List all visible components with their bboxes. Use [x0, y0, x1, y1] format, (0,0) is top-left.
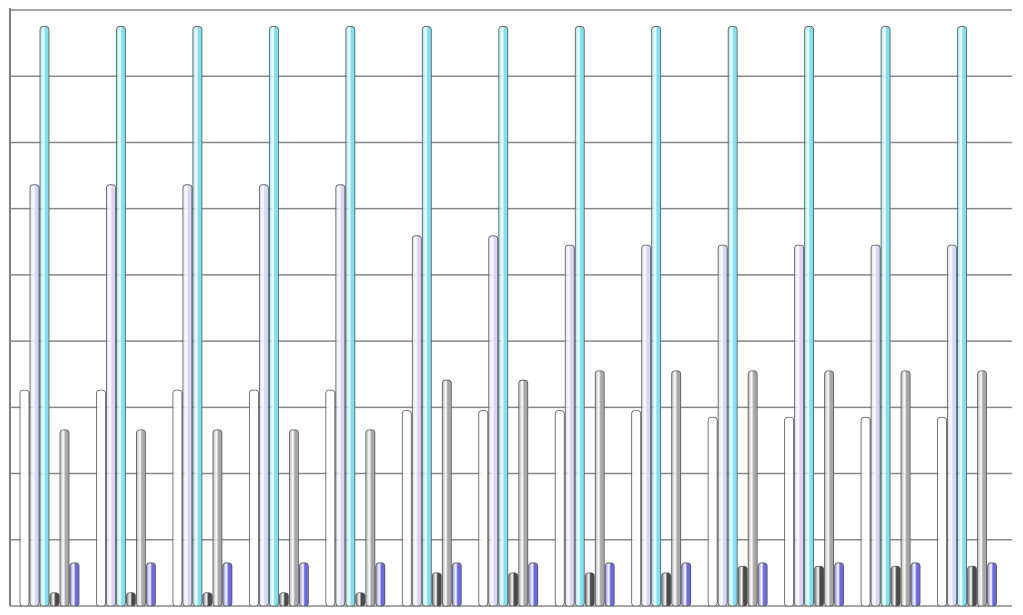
bar: [508, 572, 519, 607]
bar: [594, 370, 605, 607]
bar: [325, 389, 336, 607]
bar: [365, 429, 376, 607]
bar: [59, 429, 70, 607]
bar: [49, 592, 60, 607]
bar: [258, 184, 269, 607]
bar: [671, 370, 682, 607]
bar: [900, 370, 911, 607]
bar: [146, 562, 156, 607]
bar: [126, 592, 136, 607]
bar: [794, 244, 805, 607]
bar: [441, 379, 452, 607]
bar: [727, 26, 738, 607]
bar: [681, 562, 692, 607]
bar: [890, 565, 901, 607]
bar: [355, 592, 366, 607]
bar: [172, 389, 183, 607]
bar: [574, 26, 585, 607]
bar: [747, 370, 758, 607]
bar: [518, 379, 529, 607]
bar: [528, 562, 539, 607]
bar: [947, 244, 957, 607]
bar: [278, 592, 289, 607]
bar: [910, 562, 921, 607]
bar: [248, 389, 259, 607]
bar: [478, 410, 489, 607]
bar: [604, 562, 615, 607]
bar: [834, 562, 845, 607]
bar: [784, 416, 795, 607]
bar: [880, 26, 891, 607]
bar: [335, 184, 346, 607]
bar: [631, 410, 642, 607]
bar: [202, 592, 213, 607]
bar: [870, 244, 881, 607]
bar: [488, 235, 499, 607]
bar: [212, 429, 223, 607]
bar: [345, 26, 356, 607]
bar: [421, 26, 432, 607]
bar: [814, 565, 825, 607]
bar: [860, 416, 871, 607]
bar: [222, 562, 233, 607]
bar: [268, 26, 279, 607]
bar: [707, 416, 718, 607]
bar: [661, 572, 672, 607]
bar: [69, 562, 80, 607]
bar: [757, 562, 768, 607]
bar: [431, 572, 442, 607]
bar: [824, 370, 835, 607]
bar: [19, 389, 30, 607]
bar: [401, 410, 412, 607]
bar: [987, 562, 997, 607]
bar: [136, 429, 146, 607]
bar: [737, 565, 748, 607]
bar: [804, 26, 815, 607]
bar: [957, 26, 967, 607]
bar: [116, 26, 126, 607]
bar: [937, 416, 947, 607]
bar: [584, 572, 595, 607]
bar: [39, 26, 50, 607]
bar: [554, 410, 565, 607]
bar: [411, 235, 422, 607]
bar: [641, 244, 652, 607]
bar: [192, 26, 203, 607]
bar: [451, 562, 462, 607]
bar: [651, 26, 662, 607]
bar: [182, 184, 193, 607]
bar: [106, 184, 116, 607]
bar: [288, 429, 299, 607]
bar: [967, 565, 977, 607]
bar: [564, 244, 575, 607]
bar: [717, 244, 728, 607]
bar: [96, 389, 106, 607]
bar: [298, 562, 309, 607]
bar: [498, 26, 509, 607]
bar: [375, 562, 386, 607]
bar: [29, 184, 40, 607]
bar: [977, 370, 987, 607]
